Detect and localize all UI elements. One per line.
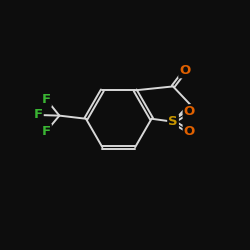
Text: O: O [184,125,195,138]
Text: O: O [184,105,195,118]
Text: F: F [42,125,51,138]
Text: O: O [179,64,190,77]
Text: S: S [168,115,178,128]
Text: F: F [42,93,51,106]
Text: F: F [34,108,43,122]
